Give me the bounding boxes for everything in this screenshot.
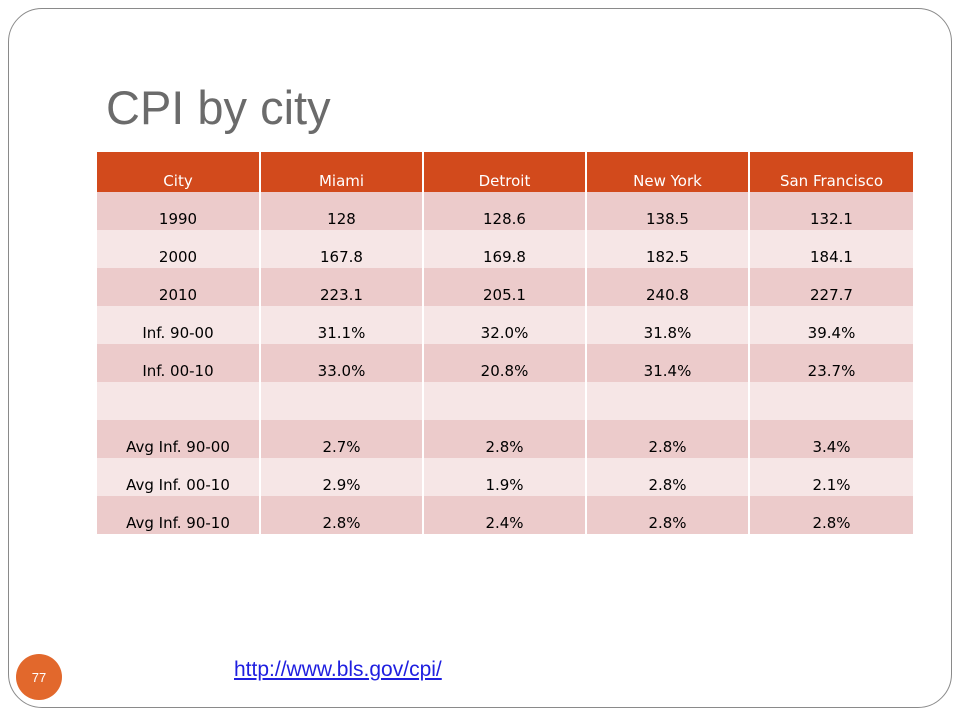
table-row: Avg Inf. 90-10 2.8% 2.4% 2.8% 2.8% bbox=[97, 496, 913, 534]
table-cell: Inf. 90-00 bbox=[97, 306, 260, 344]
table-cell: 182.5 bbox=[585, 230, 749, 268]
table-cell: 2.8% bbox=[748, 496, 913, 534]
table-cell: 32.0% bbox=[422, 306, 586, 344]
table-cell: 1.9% bbox=[422, 458, 586, 496]
table-cell: 2.8% bbox=[585, 496, 749, 534]
table-cell bbox=[259, 382, 423, 420]
table-cell: 2.7% bbox=[259, 420, 423, 458]
table-cell: 1990 bbox=[97, 192, 260, 230]
table-cell: 2.8% bbox=[259, 496, 423, 534]
slide-title: CPI by city bbox=[106, 81, 331, 134]
table-cell: 31.1% bbox=[259, 306, 423, 344]
table-row-empty bbox=[97, 382, 913, 420]
table-row: Inf. 90-00 31.1% 32.0% 31.8% 39.4% bbox=[97, 306, 913, 344]
table-cell: Avg Inf. 90-10 bbox=[97, 496, 260, 534]
table-cell: 223.1 bbox=[259, 268, 423, 306]
table-cell: 167.8 bbox=[259, 230, 423, 268]
table-cell: 128 bbox=[259, 192, 423, 230]
table-cell: 39.4% bbox=[748, 306, 913, 344]
cpi-table: City Miami Detroit New York San Francisc… bbox=[97, 152, 913, 534]
table-row: Avg Inf. 00-10 2.9% 1.9% 2.8% 2.1% bbox=[97, 458, 913, 496]
table-cell: 31.4% bbox=[585, 344, 749, 382]
table-cell bbox=[422, 382, 586, 420]
table-cell bbox=[97, 382, 260, 420]
table-cell: 2.9% bbox=[259, 458, 423, 496]
header-cell-san-francisco: San Francisco bbox=[748, 152, 913, 192]
table-cell: 2.8% bbox=[422, 420, 586, 458]
table-cell: Avg Inf. 90-00 bbox=[97, 420, 260, 458]
table-row: 1990 128 128.6 138.5 132.1 bbox=[97, 192, 913, 230]
table-cell bbox=[748, 382, 913, 420]
table-cell: Inf. 00-10 bbox=[97, 344, 260, 382]
table-cell: Avg Inf. 00-10 bbox=[97, 458, 260, 496]
table-cell: 2.8% bbox=[585, 458, 749, 496]
table-row: 2000 167.8 169.8 182.5 184.1 bbox=[97, 230, 913, 268]
table-cell: 240.8 bbox=[585, 268, 749, 306]
table-cell: 2.1% bbox=[748, 458, 913, 496]
header-cell-detroit: Detroit bbox=[422, 152, 586, 192]
table-cell: 20.8% bbox=[422, 344, 586, 382]
table-cell bbox=[585, 382, 749, 420]
table-cell: 205.1 bbox=[422, 268, 586, 306]
table-row: 2010 223.1 205.1 240.8 227.7 bbox=[97, 268, 913, 306]
page-number-badge: 77 bbox=[16, 654, 62, 700]
table-cell: 2010 bbox=[97, 268, 260, 306]
table-row: Inf. 00-10 33.0% 20.8% 31.4% 23.7% bbox=[97, 344, 913, 382]
table-cell: 169.8 bbox=[422, 230, 586, 268]
table-cell: 2.4% bbox=[422, 496, 586, 534]
header-cell-miami: Miami bbox=[259, 152, 423, 192]
table-cell: 184.1 bbox=[748, 230, 913, 268]
table-header-row: City Miami Detroit New York San Francisc… bbox=[97, 152, 913, 192]
table-cell: 23.7% bbox=[748, 344, 913, 382]
header-cell-new-york: New York bbox=[585, 152, 749, 192]
table-cell: 227.7 bbox=[748, 268, 913, 306]
table-cell: 2000 bbox=[97, 230, 260, 268]
table-cell: 31.8% bbox=[585, 306, 749, 344]
table-cell: 3.4% bbox=[748, 420, 913, 458]
table-cell: 33.0% bbox=[259, 344, 423, 382]
source-link[interactable]: http://www.bls.gov/cpi/ bbox=[234, 658, 442, 681]
table-cell: 138.5 bbox=[585, 192, 749, 230]
header-cell-city: City bbox=[97, 152, 260, 192]
table-row: Avg Inf. 90-00 2.7% 2.8% 2.8% 3.4% bbox=[97, 420, 913, 458]
table-cell: 132.1 bbox=[748, 192, 913, 230]
table-cell: 2.8% bbox=[585, 420, 749, 458]
table-cell: 128.6 bbox=[422, 192, 586, 230]
